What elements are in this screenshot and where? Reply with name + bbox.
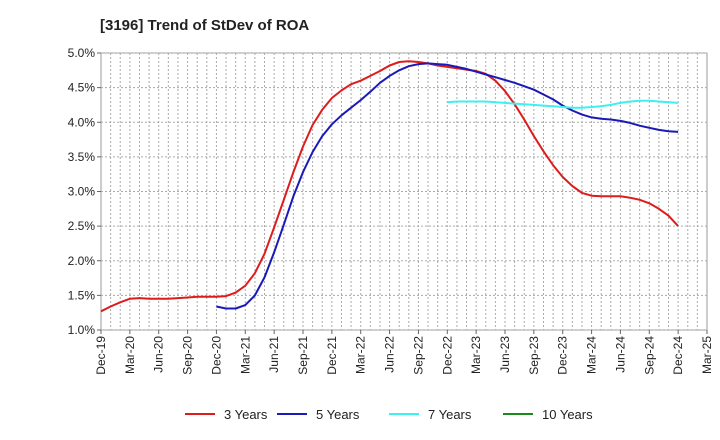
legend-label: 5 Years (316, 407, 360, 422)
x-tick-label: Dec-22 (440, 336, 454, 375)
x-tick-label: Dec-23 (556, 336, 570, 375)
x-tick-label: Jun-21 (267, 336, 281, 373)
series-line-5-years (216, 62, 679, 310)
plot-area (100, 52, 708, 331)
legend-label: 7 Years (428, 407, 472, 422)
grid (101, 52, 707, 331)
series-line-7-years (447, 99, 679, 109)
x-tick-label: Jun-24 (613, 336, 627, 373)
x-tick-label: Dec-20 (209, 336, 223, 375)
series-lines (100, 60, 679, 313)
x-tick-label: Mar-25 (700, 336, 714, 374)
y-tick-label: 4.5% (68, 81, 96, 95)
x-tick-label: Mar-23 (469, 336, 483, 374)
y-tick-label: 2.5% (68, 219, 96, 233)
y-tick-label: 5.0% (68, 46, 96, 60)
x-tick-label: Mar-22 (354, 336, 368, 374)
x-tick-label: Dec-24 (671, 336, 685, 375)
x-tick-label: Mar-21 (238, 336, 252, 374)
x-axis: Dec-19 Mar-20 Jun-20 Sep-20 Dec-20 Mar-21 Jun-… (94, 330, 714, 375)
y-tick-label: 1.5% (68, 288, 96, 302)
x-tick-label: Sep-20 (181, 336, 195, 375)
y-tick-label: 4.0% (68, 115, 96, 129)
x-tick-label: Dec-21 (325, 336, 339, 375)
x-tick-label: Jun-22 (383, 336, 397, 373)
chart-title: [3196] Trend of StDev of ROA (100, 17, 309, 34)
x-tick-label: Sep-21 (296, 336, 310, 375)
x-tick-label: Jun-23 (498, 336, 512, 373)
y-tick-label: 1.0% (68, 323, 96, 337)
y-tick-label: 3.0% (68, 185, 96, 199)
y-tick-label: 3.5% (68, 150, 96, 164)
y-tick-label: 2.0% (68, 254, 96, 268)
legend: 3 Years 5 Years 7 Years 10 Years (185, 407, 593, 422)
x-tick-label: Sep-23 (527, 336, 541, 375)
y-axis: 1.0% 1.5% 2.0% 2.5% 3.0% 3.5% 4.0% 4.5% 5.0% (68, 46, 101, 337)
x-tick-label: Dec-19 (94, 336, 108, 375)
legend-label: 3 Years (224, 407, 268, 422)
x-tick-label: Jun-20 (152, 336, 166, 373)
x-tick-label: Sep-24 (642, 336, 656, 375)
series-line-3-years (100, 60, 679, 313)
x-tick-label: Sep-22 (411, 336, 425, 375)
legend-label: 10 Years (542, 407, 593, 422)
x-tick-label: Mar-20 (123, 336, 137, 374)
x-tick-label: Mar-24 (585, 336, 599, 374)
